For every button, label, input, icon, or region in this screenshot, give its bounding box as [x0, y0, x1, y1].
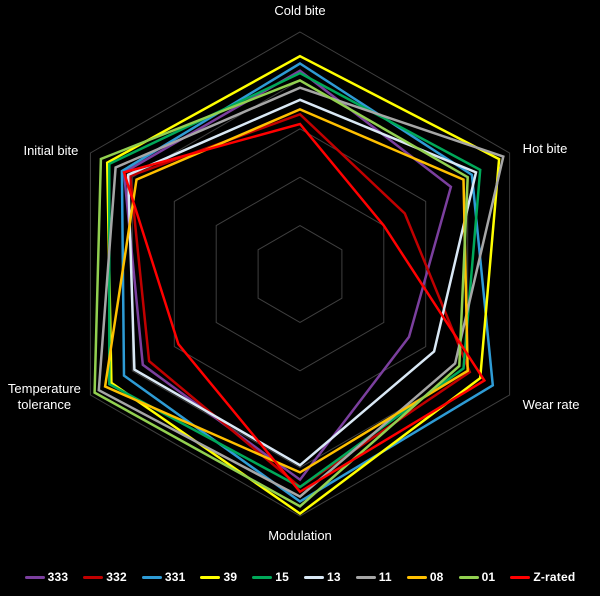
series-line-z-rated — [122, 122, 487, 494]
legend-label-08: 08 — [429, 570, 444, 584]
legend-item-331: 331 — [141, 570, 186, 584]
legend-label-333: 333 — [47, 570, 69, 584]
axis-label-initial-bite: Initial bite — [23, 143, 78, 158]
series-line-11 — [97, 86, 505, 499]
legend-label-11: 11 — [378, 570, 392, 584]
legend-item-01: 01 — [458, 570, 496, 584]
series-line-39 — [105, 54, 501, 516]
axis-label-cold-bite: Cold bite — [274, 3, 325, 18]
series-line-13 — [126, 98, 478, 467]
legend-label-39: 39 — [223, 570, 238, 584]
axis-label-temperature-tolerance: Temperature tolerance — [8, 381, 81, 412]
legend-label-13: 13 — [326, 570, 341, 584]
legend-swatch-13 — [303, 575, 324, 579]
radar-chart: Cold bite Hot bite Wear rate Modulation Temp… — [8, 3, 580, 543]
legend-item-15: 15 — [252, 570, 289, 584]
legend-item-13: 13 — [303, 570, 341, 584]
legend-swatch-z-rated — [510, 575, 531, 579]
series-line-331 — [120, 62, 495, 503]
legend-swatch-39 — [200, 575, 221, 579]
series-line-08 — [103, 108, 469, 474]
legend-label-01: 01 — [481, 570, 496, 584]
chart-legend: 333 332 331 39 15 13 11 08 01 Z-rated — [0, 558, 600, 596]
series-line-15 — [108, 71, 482, 489]
legend-label-332: 332 — [106, 570, 127, 584]
grid-ring-3 — [173, 128, 427, 420]
series-line-01 — [93, 79, 469, 508]
legend-swatch-08 — [406, 575, 427, 579]
legend-item-z-rated: Z-rated — [510, 570, 575, 584]
legend-label-15: 15 — [275, 570, 289, 584]
axis-label-modulation: Modulation — [268, 528, 332, 543]
legend-item-39: 39 — [200, 570, 237, 584]
legend-label-z-rated: Z-rated — [533, 570, 576, 584]
legend-label-331: 331 — [164, 570, 186, 584]
legend-item-332: 332 — [83, 570, 127, 584]
axis-label-hot-bite: Hot bite — [523, 141, 568, 156]
legend-swatch-11 — [355, 575, 376, 579]
axis-label-wear-rate: Wear rate — [523, 397, 580, 412]
legend-swatch-331 — [141, 575, 162, 579]
grid-ring-2 — [215, 176, 385, 372]
legend-item-08: 08 — [406, 570, 444, 584]
legend-item-11: 11 — [355, 570, 392, 584]
legend-swatch-15 — [252, 575, 273, 579]
legend-swatch-333 — [24, 575, 45, 579]
legend-item-333: 333 — [24, 570, 69, 584]
legend-swatch-01 — [458, 575, 479, 579]
grid-ring-5 — [89, 31, 511, 517]
grid-ring-1 — [257, 225, 343, 323]
legend-swatch-332 — [83, 575, 104, 579]
